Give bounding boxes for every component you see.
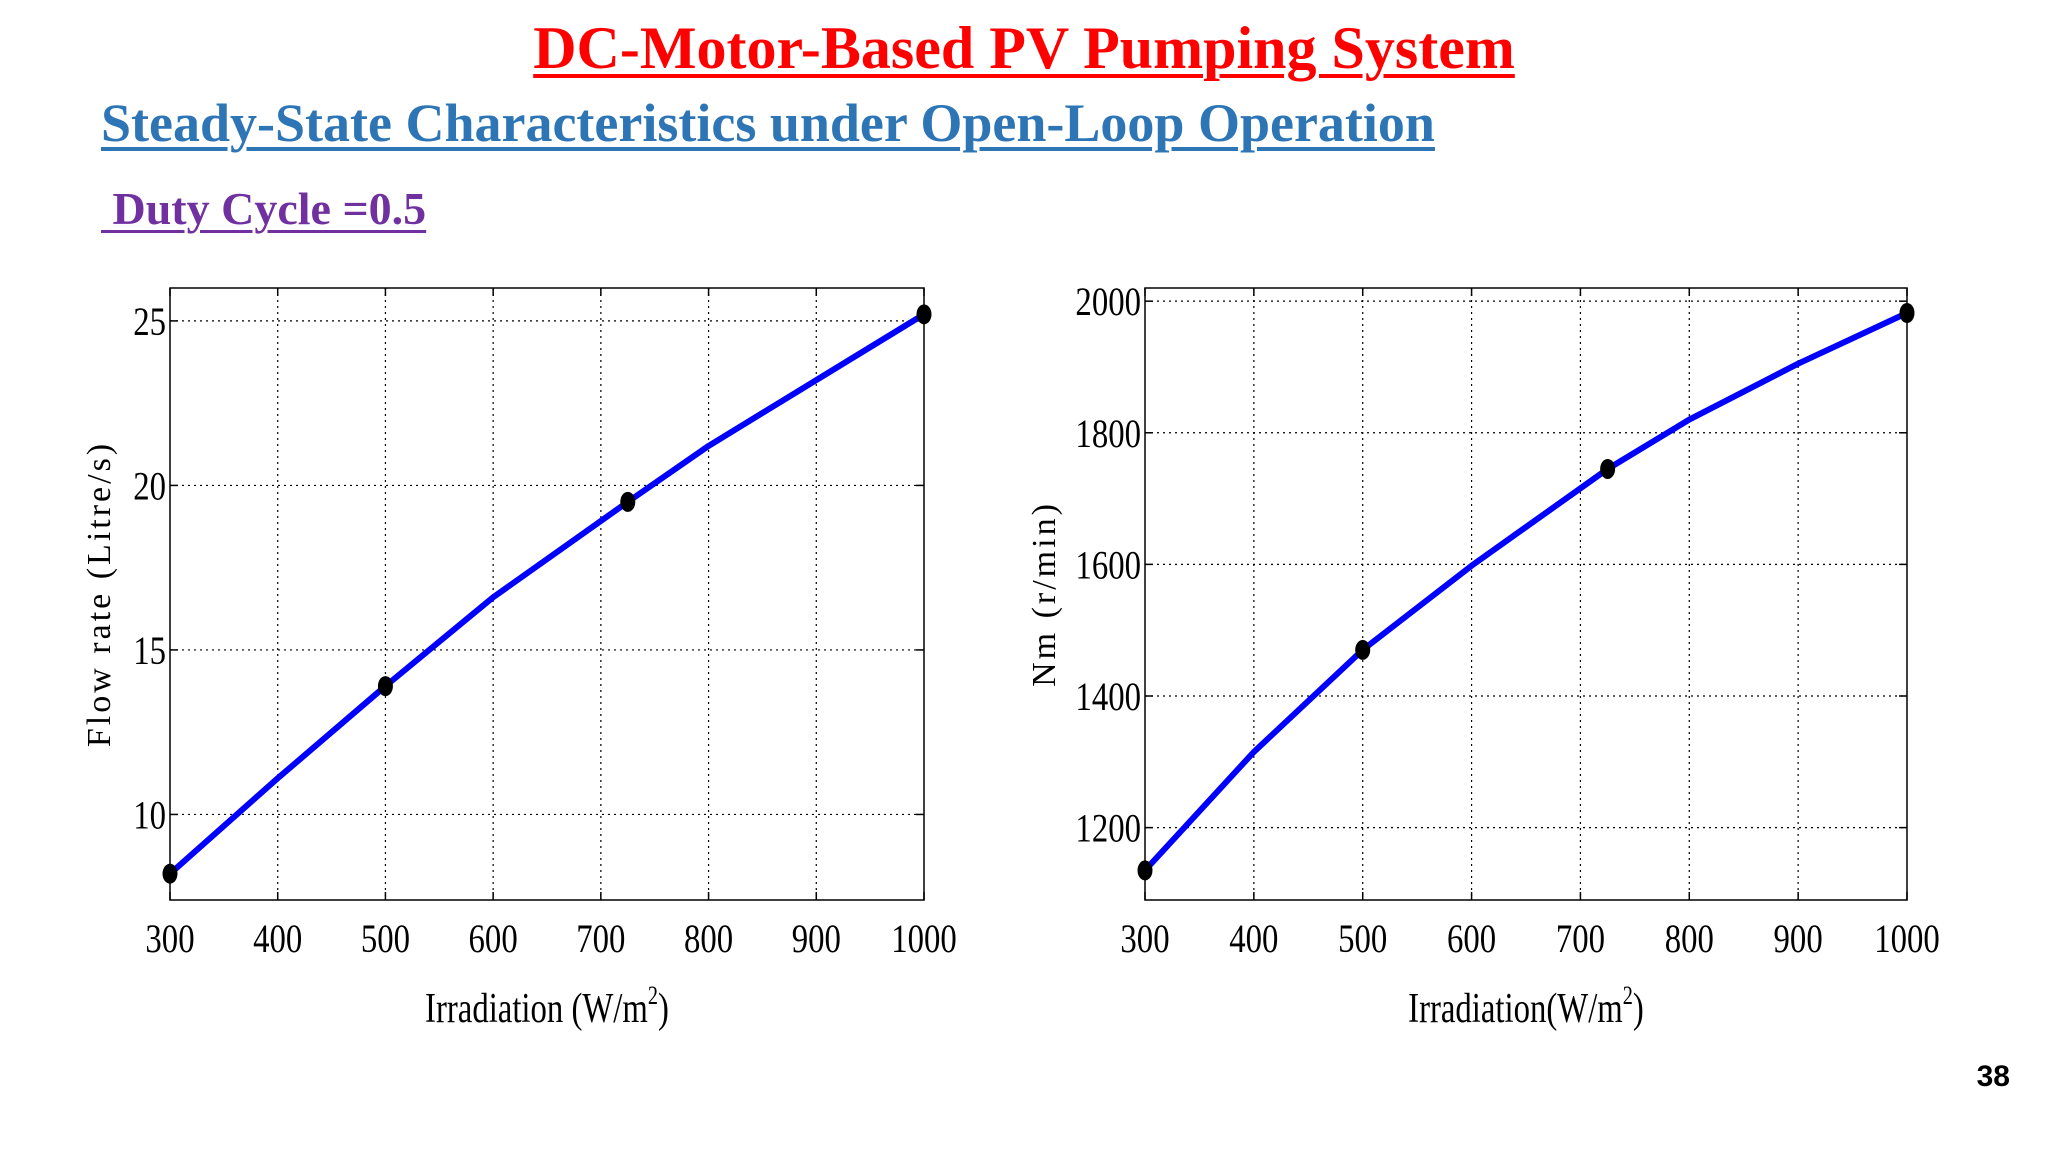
chart0-y-tick-label: 15 <box>133 628 166 673</box>
chart1-x-tick-label: 500 <box>1338 916 1387 961</box>
chart1-x-tick-label: 800 <box>1665 916 1714 961</box>
slide-subtitle: Steady-State Characteristics under Open-… <box>101 93 1435 153</box>
chart0-y-tick-label: 20 <box>133 463 166 508</box>
chart1-y-tick-label: 1800 <box>1075 411 1141 456</box>
speed-chart: 300 400 500 600 700 800 900 1000 1200 1400 1600 180… <box>1030 279 1940 1032</box>
chart0-data-marker <box>162 863 178 884</box>
chart1-y-axis-label: Nm (r/min) <box>1030 501 1063 687</box>
duty-cycle-label: Duty Cycle =0.5 <box>101 183 427 234</box>
chart0-x-tick-label: 300 <box>145 916 194 961</box>
chart0-y-tick-label: 25 <box>133 299 166 344</box>
chart1-x-tick-label: 700 <box>1556 916 1605 961</box>
chart0-x-axis-label: Irradiation (W/m2) <box>425 982 669 1032</box>
page-number: 38 <box>1976 1060 2010 1093</box>
chart0-series-line <box>167 311 927 877</box>
chart0-x-tick-label: 400 <box>253 916 302 961</box>
chart0-x-tick-label: 1000 <box>891 916 957 961</box>
chart0-x-tick-label: 600 <box>469 916 518 961</box>
chart1-x-axis-label: Irradiation(W/m2) <box>1408 982 1644 1032</box>
chart1-x-tick-label: 400 <box>1229 916 1278 961</box>
chart1-y-tick-label: 2000 <box>1075 279 1141 324</box>
chart0-x-tick-label: 500 <box>361 916 410 961</box>
chart1-y-tick-label: 1600 <box>1075 542 1141 587</box>
chart1-plot-frame <box>1144 287 1908 901</box>
chart0-data-marker <box>377 676 393 697</box>
chart1-series-line <box>1142 310 1910 874</box>
chart0-y-axis-label: Flow rate (Litre/s) <box>81 441 118 747</box>
chart1-x-tick-label: 1000 <box>1874 916 1940 961</box>
chart1-x-tick-label: 300 <box>1120 916 1169 961</box>
chart0-x-tick-label: 700 <box>576 916 625 961</box>
chart1-x-tick-label: 600 <box>1447 916 1496 961</box>
slide-title: DC-Motor-Based PV Pumping System <box>533 15 1515 81</box>
chart0-data-marker <box>620 491 636 512</box>
chart0-y-tick-label: 10 <box>133 792 166 837</box>
chart1-data-marker <box>1600 458 1616 479</box>
chart1-y-tick-label: 1400 <box>1075 674 1141 719</box>
chart0-x-tick-label: 900 <box>792 916 841 961</box>
chart0-data-marker <box>916 304 932 325</box>
chart1-y-tick-label: 1200 <box>1075 806 1141 851</box>
chart0-plot-frame <box>169 287 925 901</box>
chart1-data-marker <box>1899 303 1915 324</box>
chart1-x-tick-label: 900 <box>1774 916 1823 961</box>
flow-rate-chart: 300 400 500 600 700 800 900 1000 10 15 20 25 Irradia… <box>81 287 957 1032</box>
chart1-data-marker <box>1355 639 1371 660</box>
chart0-x-tick-label: 800 <box>684 916 733 961</box>
chart1-data-marker <box>1137 860 1153 881</box>
